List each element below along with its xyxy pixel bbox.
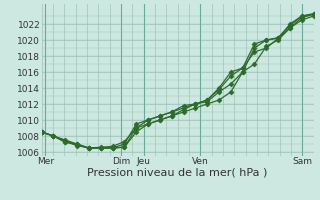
X-axis label: Pression niveau de la mer( hPa ): Pression niveau de la mer( hPa ) — [87, 168, 268, 178]
